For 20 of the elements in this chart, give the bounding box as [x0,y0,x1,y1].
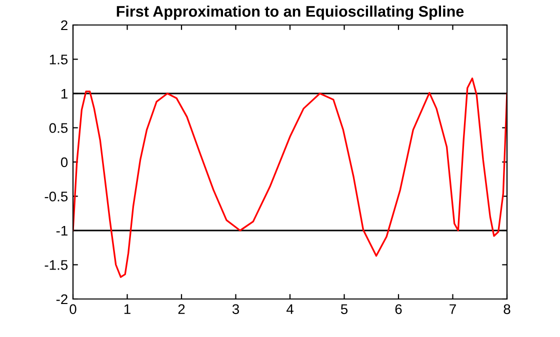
line-series [73,78,507,278]
y-tick-label: 1 [61,88,68,99]
y-tick-label: -1.5 [44,260,68,270]
x-tick-label: 5 [340,304,348,314]
y-tick-label: -0.5 [44,192,68,202]
chart-title: First Approximation to an Equioscillating Spline [116,6,464,20]
y-tick-label: -2 [56,294,68,304]
x-tick-label: 0 [70,304,76,314]
x-tick-label: 2 [178,304,185,314]
y-tick-label: -1 [56,226,68,236]
x-tick-label: 8 [504,304,510,314]
y-tick-label: 1.5 [50,54,68,64]
y-tick-label: 0 [60,157,68,168]
y-tick-label: 2 [61,20,68,30]
x-tick-label: 3 [232,304,239,314]
x-tick-label: 7 [450,304,456,314]
y-tick-label: 0.5 [49,123,68,133]
x-tick-label: 4 [286,304,294,314]
x-tick-label: 1 [124,304,130,314]
x-tick-label: 6 [395,304,402,314]
